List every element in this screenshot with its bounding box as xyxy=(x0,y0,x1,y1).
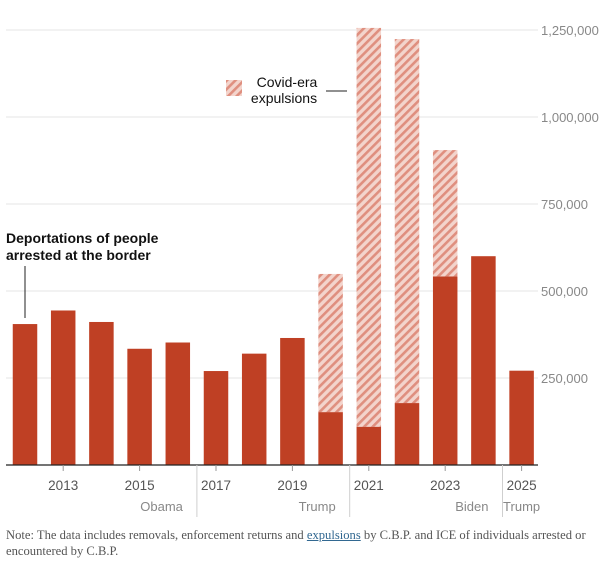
deportation-bar-2022 xyxy=(394,403,420,465)
deportation-bar-2019 xyxy=(280,337,305,465)
y-tick-label: 500,000 xyxy=(541,284,588,299)
y-tick-label: 250,000 xyxy=(541,371,588,386)
chart-container: 250,000 500,000 750,000 1,000,000 1,250,000 … xyxy=(6,23,599,517)
x-axis-ticks: 2013 2015 2017 2019 2021 2023 2025 xyxy=(48,465,537,493)
deportation-bar-2025 xyxy=(509,370,534,465)
y-tick-label: 1,000,000 xyxy=(541,110,599,125)
administration-label: Trump xyxy=(299,499,336,514)
deportation-bar-2017 xyxy=(203,371,229,465)
deportation-bar-2021 xyxy=(356,426,382,465)
deportations-bar-chart: 250,000500,000750,0001,000,0001,250,000 … xyxy=(6,23,599,517)
bars xyxy=(12,27,534,465)
expulsions-legend-swatch xyxy=(226,80,242,96)
deportation-bar-2018 xyxy=(241,353,267,465)
y-axis-tick-labels: 250,000 500,000 750,000 1,000,000 1,250,000 xyxy=(541,23,599,386)
expulsion-bar-2021 xyxy=(356,27,382,427)
deportation-bar-2013 xyxy=(50,310,76,465)
deportation-bar-2023 xyxy=(432,276,458,465)
deportations-annotation-line1: Deportations of people xyxy=(6,230,159,246)
administration-label: Biden xyxy=(455,499,488,514)
deportation-bar-2012 xyxy=(12,324,38,465)
deportation-bar-2020 xyxy=(318,412,343,465)
footnote-suffix: by C.B.P. and ICE of individuals arreste… xyxy=(6,528,586,558)
x-tick-label: 2017 xyxy=(201,478,231,493)
footnote-prefix: Note: The data includes removals, enforc… xyxy=(6,528,307,542)
administration-label: Trump xyxy=(503,499,540,514)
expulsion-bar-2020 xyxy=(318,273,343,413)
expulsion-bar-2023 xyxy=(432,150,458,277)
expulsions-annotation-line1: Covid-era xyxy=(257,74,318,90)
x-tick-label: 2023 xyxy=(430,478,460,493)
footnote: Note: The data includes removals, enforc… xyxy=(6,527,604,559)
deportations-annotation-line2: arrested at the border xyxy=(6,247,151,263)
deportation-bar-2014 xyxy=(89,321,114,465)
x-tick-label: 2021 xyxy=(354,478,384,493)
expulsion-bar-2022 xyxy=(394,39,420,404)
x-tick-label: 2025 xyxy=(507,478,537,493)
x-tick-label: 2015 xyxy=(125,478,155,493)
x-tick-label: 2013 xyxy=(48,478,78,493)
y-tick-label: 750,000 xyxy=(541,197,588,212)
deportation-bar-2016 xyxy=(165,342,191,465)
x-tick-label: 2019 xyxy=(277,478,307,493)
expulsions-link[interactable]: expulsions xyxy=(306,528,361,542)
administration-labels: Obama Trump Biden Trump xyxy=(140,465,540,517)
deportation-bar-2015 xyxy=(127,348,152,465)
administration-label: Obama xyxy=(140,499,183,514)
deportation-bar-2024 xyxy=(471,256,496,465)
expulsions-annotation-line2: expulsions xyxy=(251,90,317,106)
y-tick-label: 1,250,000 xyxy=(541,23,599,38)
